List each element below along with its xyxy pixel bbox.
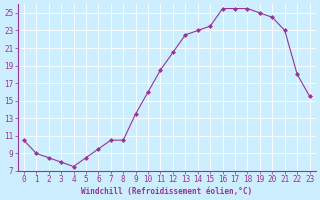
X-axis label: Windchill (Refroidissement éolien,°C): Windchill (Refroidissement éolien,°C) <box>81 187 252 196</box>
